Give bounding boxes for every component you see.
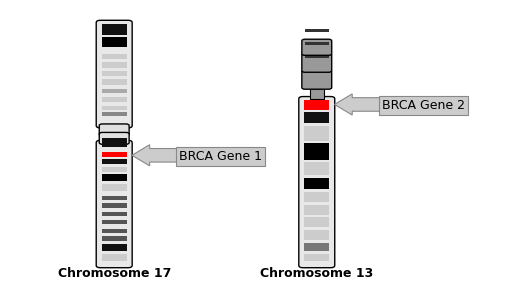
Bar — [102, 37, 126, 47]
FancyBboxPatch shape — [302, 53, 332, 72]
Bar — [102, 220, 126, 225]
Bar — [304, 254, 329, 261]
FancyBboxPatch shape — [96, 140, 132, 268]
Bar — [102, 166, 126, 172]
Bar — [305, 56, 329, 58]
Bar — [102, 159, 126, 164]
FancyArrow shape — [334, 94, 385, 115]
Bar — [304, 205, 329, 215]
Bar — [304, 230, 329, 240]
Bar — [304, 192, 329, 202]
Bar — [102, 203, 126, 208]
Bar — [102, 71, 126, 76]
Bar — [304, 126, 329, 141]
Text: Chromosome 17: Chromosome 17 — [57, 267, 171, 280]
Bar — [102, 244, 126, 251]
Bar — [102, 236, 126, 241]
FancyBboxPatch shape — [99, 132, 129, 144]
Text: BRCA Gene 2: BRCA Gene 2 — [381, 99, 464, 112]
Bar — [102, 62, 126, 68]
Bar — [102, 79, 126, 85]
FancyBboxPatch shape — [299, 96, 335, 268]
Bar — [102, 183, 126, 191]
Bar — [310, 88, 324, 99]
Bar — [305, 29, 329, 33]
Bar — [102, 254, 126, 261]
Bar — [102, 54, 126, 59]
Bar — [304, 111, 329, 123]
Bar — [304, 100, 329, 110]
Text: BRCA Gene 1: BRCA Gene 1 — [179, 150, 262, 163]
Bar — [102, 212, 126, 216]
FancyBboxPatch shape — [99, 124, 129, 136]
FancyBboxPatch shape — [302, 70, 332, 89]
Bar — [304, 243, 329, 251]
Bar — [304, 217, 329, 227]
Bar — [304, 143, 329, 160]
Bar — [102, 138, 126, 147]
Bar — [102, 89, 126, 93]
Bar — [102, 106, 126, 110]
Bar — [102, 24, 126, 35]
Bar — [102, 196, 126, 200]
Bar — [102, 151, 126, 157]
Text: Chromosome 13: Chromosome 13 — [260, 267, 373, 280]
Bar — [304, 178, 329, 189]
Bar — [102, 112, 126, 116]
FancyBboxPatch shape — [302, 39, 332, 55]
Bar — [102, 174, 126, 181]
FancyArrow shape — [132, 145, 183, 166]
Bar — [305, 42, 329, 45]
Bar — [102, 97, 126, 102]
FancyBboxPatch shape — [96, 20, 132, 128]
Bar — [102, 229, 126, 233]
Bar — [304, 162, 329, 175]
